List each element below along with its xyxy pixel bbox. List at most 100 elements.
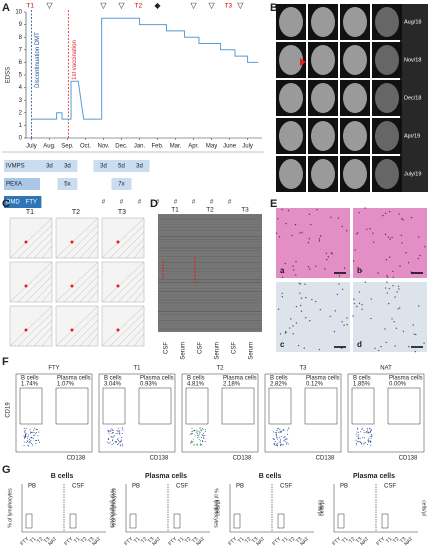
event-dot (357, 436, 359, 438)
ocb-marker (194, 271, 196, 273)
nucleus (315, 265, 317, 267)
nucleus (311, 298, 313, 301)
brain (279, 7, 303, 37)
treatment-value: # (138, 200, 142, 206)
event-dot (28, 445, 30, 447)
ib-curve (17, 224, 53, 259)
event-dot (122, 445, 124, 447)
ocb-marker (162, 273, 164, 275)
event-dot (200, 429, 202, 431)
event-dot (29, 441, 31, 443)
event-dot (110, 436, 112, 438)
x-tick-label: NAT (255, 536, 266, 547)
event-dot (276, 435, 278, 437)
brain (375, 121, 399, 151)
nucleus (389, 256, 391, 258)
group-label: PB (236, 484, 244, 490)
event-dot (119, 441, 121, 443)
nucleus (295, 322, 298, 324)
nucleus (358, 302, 361, 305)
nucleus (341, 321, 343, 323)
brain (311, 83, 335, 113)
x-tick-label: NAT (91, 536, 102, 547)
gate (55, 387, 89, 425)
event-dot (359, 441, 361, 443)
ib-point (24, 240, 28, 244)
event-dot (27, 440, 29, 442)
event-dot (111, 436, 113, 438)
nucleus (372, 241, 375, 243)
plot-title: Plasma cells (353, 473, 395, 480)
nucleus (305, 316, 307, 319)
ib-curve (101, 217, 145, 259)
event-symbol: ◆ (154, 1, 161, 10)
nucleus (356, 233, 358, 235)
x-tick-label: T2 (348, 536, 357, 545)
event-dot (121, 443, 123, 445)
panel-letter: F (2, 356, 9, 368)
ib-curve (41, 289, 53, 303)
box (25, 513, 33, 529)
mri-bg (400, 4, 428, 192)
gate-value: 0.93% (140, 382, 158, 388)
brain (311, 45, 335, 75)
treatment-value: # (228, 200, 232, 206)
event-dot (23, 441, 25, 443)
event-dot (280, 439, 282, 441)
ib-curve (63, 224, 99, 259)
box (173, 513, 181, 529)
event-dot (189, 433, 191, 435)
ib-curve (25, 319, 53, 347)
y-axis-label: % of lymphocytes (7, 488, 13, 528)
event-dot (198, 430, 200, 432)
nucleus (343, 267, 346, 269)
plot-title: NAT (380, 366, 392, 372)
treatment-label-box (4, 178, 40, 190)
ib-curve (125, 238, 145, 259)
event-dot (276, 430, 278, 432)
event-dot (117, 438, 119, 440)
gate-label: B cells (270, 376, 288, 382)
event-dot (363, 432, 365, 434)
nucleus (407, 262, 410, 264)
lane-label: Serum (249, 342, 255, 360)
y-axis-label: % of lymphocytes (213, 488, 219, 528)
nucleus (386, 276, 389, 279)
event-dot (111, 433, 113, 435)
nucleus (281, 208, 283, 211)
ocb-marker (194, 278, 196, 280)
x-tick-label: T1 (281, 536, 290, 545)
ocb-marker (194, 257, 196, 259)
event-symbol: ▽ (208, 1, 215, 10)
nucleus (388, 210, 391, 213)
nucleus (384, 287, 387, 289)
x-tick-label: T3 (87, 536, 96, 545)
event-dot (114, 441, 116, 443)
nucleus (297, 344, 300, 347)
ib-curve (25, 231, 53, 259)
x-tick-label: FTY (375, 536, 386, 547)
scan-date: July/19 (404, 171, 421, 177)
ocb-marker (162, 270, 164, 272)
event-dot (367, 431, 369, 433)
treatment-value: 3d (46, 164, 53, 170)
event-dot (112, 432, 114, 434)
event-dot (198, 433, 200, 435)
event-dot (34, 439, 36, 441)
event-dot (107, 429, 109, 431)
nucleus (392, 270, 394, 273)
event-symbol: ▽ (46, 1, 53, 10)
ib-point (70, 328, 74, 332)
nucleus (281, 276, 284, 279)
nucleus (417, 236, 420, 238)
event-dot (369, 431, 371, 433)
event-dot (365, 431, 367, 433)
ib-curve (55, 261, 99, 303)
event-dot (117, 443, 119, 445)
lesion-marker (300, 58, 306, 66)
event-dot (112, 440, 114, 442)
brain (279, 45, 303, 75)
event-dot (121, 437, 123, 439)
x-tick-label: T3 (251, 536, 260, 545)
ib-curve (9, 305, 53, 347)
